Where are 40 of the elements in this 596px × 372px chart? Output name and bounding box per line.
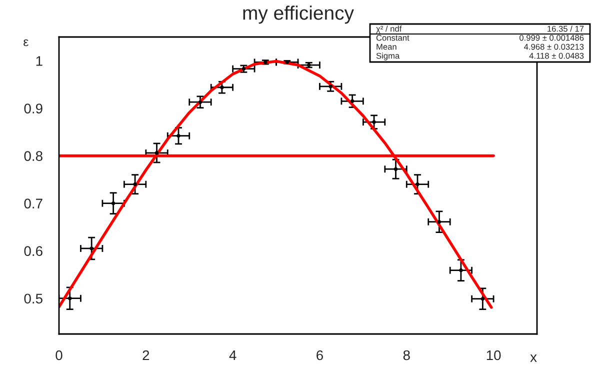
line-series <box>59 60 493 309</box>
y-tick-label: 0.9 <box>24 104 42 114</box>
point <box>198 100 202 104</box>
point <box>176 134 180 138</box>
annotation: 4.118 ± 0.0483 <box>529 52 584 59</box>
chart-title: my efficiency <box>243 6 354 24</box>
point <box>133 182 137 186</box>
point <box>416 182 420 186</box>
annotation: Constant <box>376 34 410 41</box>
annotation: Sigma <box>376 52 400 60</box>
point <box>154 151 159 155</box>
point <box>459 268 463 272</box>
point <box>372 120 376 124</box>
annotation: 0.999 ± 0.001486 <box>520 34 584 41</box>
point <box>437 220 442 224</box>
x-tick-label: 8 <box>403 350 410 360</box>
x-tick-label: 10 <box>486 350 501 360</box>
point <box>68 296 72 300</box>
y-tick-label: 0.8 <box>24 151 42 161</box>
point <box>350 99 354 104</box>
x-axis-title: x <box>530 354 537 362</box>
y-tick-label: 0.6 <box>24 246 42 256</box>
x-tick-label: 2 <box>142 350 150 360</box>
annotation: Mean <box>376 44 396 50</box>
annotation: 4.968 ± 0.03213 <box>524 44 584 50</box>
x-tick-label: 6 <box>316 350 323 360</box>
point <box>111 201 116 206</box>
point <box>394 167 398 172</box>
y-tick-label: 0.5 <box>24 294 42 304</box>
y-axis-title: ε <box>24 39 28 46</box>
text: χ² / ndf <box>376 26 402 34</box>
text: 16.35 / 17 <box>548 26 584 32</box>
y-tick-label: 1 <box>36 56 42 66</box>
x-tick-label: 0 <box>56 350 62 360</box>
x-tick-label: 4 <box>229 350 236 360</box>
y-tick-label: 0.7 <box>24 198 42 208</box>
point <box>480 296 485 301</box>
point <box>220 85 224 90</box>
point <box>90 246 94 250</box>
point <box>328 84 332 88</box>
